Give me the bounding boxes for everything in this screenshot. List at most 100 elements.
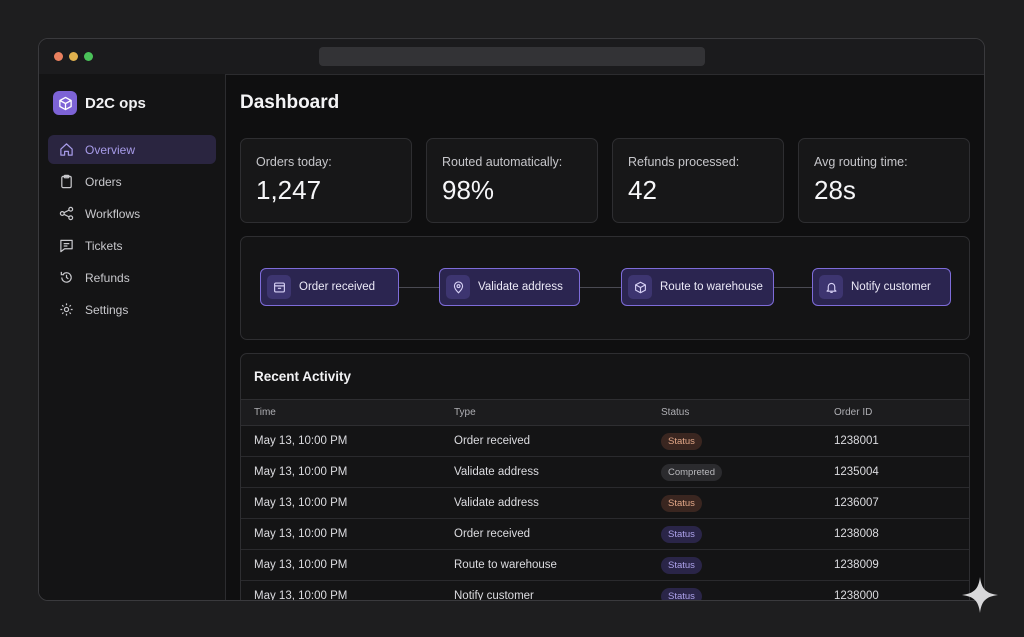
cell-type: Notify customer <box>454 590 534 601</box>
stat-label: Refunds processed: <box>628 155 740 169</box>
table-header: Time Type Status Order ID <box>241 399 969 426</box>
sidebar-item-overview[interactable]: Overview <box>48 135 216 164</box>
sparkle-icon <box>962 577 998 613</box>
workflow-icon <box>58 206 74 222</box>
column-header-type[interactable]: Type <box>454 407 476 418</box>
inbox-icon <box>267 275 291 299</box>
sidebar: D2C ops Overview Orders Workflows <box>39 74 226 600</box>
stat-card-routed-automatically: Routed automatically: 98% <box>426 138 598 223</box>
workflow-panel: Order received Validate address Route to… <box>240 236 970 340</box>
cell-status: Status <box>661 556 702 574</box>
recent-activity-panel: Recent Activity Time Type Status Order I… <box>240 353 970 601</box>
cell-type: Validate address <box>454 466 539 478</box>
cell-status: Status <box>661 494 702 512</box>
status-badge: Status <box>661 587 702 600</box>
workflow-step-label: Route to warehouse <box>660 281 763 293</box>
stat-label: Orders today: <box>256 155 332 169</box>
cell-order-id[interactable]: 1238001 <box>834 435 879 447</box>
cell-time: May 13, 10:00 PM <box>254 528 348 540</box>
minimize-window-button[interactable] <box>69 52 78 61</box>
sidebar-item-label: Workflows <box>85 206 141 221</box>
status-badge: Status <box>661 525 702 543</box>
map-pin-icon <box>446 275 470 299</box>
sidebar-item-settings[interactable]: Settings <box>48 295 216 324</box>
table-row[interactable]: May 13, 10:00 PM Route to warehouse Status… <box>241 550 969 581</box>
cell-time: May 13, 10:00 PM <box>254 435 348 447</box>
close-window-button[interactable] <box>54 52 63 61</box>
message-icon <box>58 238 74 254</box>
column-header-time[interactable]: Time <box>254 407 276 418</box>
cell-time: May 13, 10:00 PM <box>254 466 348 478</box>
cell-order-id[interactable]: 1238008 <box>834 528 879 540</box>
cell-status: Status <box>661 587 702 600</box>
workflow-step-label: Order received <box>299 281 376 293</box>
stat-value: 42 <box>628 175 657 205</box>
sidebar-item-label: Settings <box>85 302 129 317</box>
sidebar-item-label: Overview <box>85 142 136 157</box>
cell-status: Compreted <box>661 463 722 481</box>
home-icon <box>58 142 74 158</box>
stat-value: 1,247 <box>256 175 322 205</box>
workflow-step-route-to-warehouse[interactable]: Route to warehouse <box>621 268 774 306</box>
status-badge: Compreted <box>661 463 722 481</box>
cell-status: Status <box>661 525 702 543</box>
cell-type: Validate address <box>454 497 539 509</box>
sidebar-item-tickets[interactable]: Tickets <box>48 231 216 260</box>
stat-value: 28s <box>814 175 856 205</box>
title-bar <box>39 39 984 75</box>
column-header-status[interactable]: Status <box>661 407 690 418</box>
brand: D2C ops <box>53 91 146 115</box>
page-title: Dashboard <box>240 92 340 113</box>
stat-card-orders-today: Orders today: 1,247 <box>240 138 412 223</box>
sidebar-item-label: Tickets <box>85 238 123 253</box>
gear-icon <box>58 302 74 318</box>
sidebar-item-label: Orders <box>85 174 122 189</box>
workflow-step-label: Notify customer <box>851 281 931 293</box>
sidebar-item-workflows[interactable]: Workflows <box>48 199 216 228</box>
stat-card-refunds-processed: Refunds processed: 42 <box>612 138 784 223</box>
recent-activity-title: Recent Activity <box>254 369 352 384</box>
cell-type: Route to warehouse <box>454 559 557 571</box>
app-window: D2C ops Overview Orders Workflows <box>38 38 985 601</box>
cell-order-id[interactable]: 1238000 <box>834 590 879 601</box>
cell-time: May 13, 10:00 PM <box>254 497 348 509</box>
status-badge: Status <box>661 556 702 574</box>
sidebar-item-orders[interactable]: Orders <box>48 167 216 196</box>
table-row[interactable]: May 13, 10:00 PM Notify customer Status 123… <box>241 581 969 601</box>
workflow-connector <box>398 287 440 288</box>
sidebar-nav: Overview Orders Workflows Tickets <box>48 135 216 327</box>
cell-order-id[interactable]: 1236007 <box>834 497 879 509</box>
cell-type: Order received <box>454 528 531 540</box>
workflow-step-notify-customer[interactable]: Notify customer <box>812 268 951 306</box>
table-row[interactable]: May 13, 10:00 PM Validate address Comprete… <box>241 457 969 488</box>
workflow-step-label: Validate address <box>478 281 563 293</box>
maximize-window-button[interactable] <box>84 52 93 61</box>
cell-type: Order received <box>454 435 531 447</box>
workflow-step-validate-address[interactable]: Validate address <box>439 268 580 306</box>
column-header-order-id[interactable]: Order ID <box>834 407 873 418</box>
table-row[interactable]: May 13, 10:00 PM Validate address Status 12… <box>241 488 969 519</box>
brand-name: D2C ops <box>85 94 146 112</box>
workflow-connector <box>579 287 622 288</box>
cell-order-id[interactable]: 1235004 <box>834 466 879 478</box>
status-badge: Status <box>661 494 702 512</box>
clipboard-icon <box>58 174 74 190</box>
cell-order-id[interactable]: 1238009 <box>834 559 879 571</box>
table-row[interactable]: May 13, 10:00 PM Order received Status 1238… <box>241 519 969 550</box>
address-bar[interactable] <box>319 47 705 66</box>
stats-row: Orders today: 1,247 Routed automatically… <box>240 138 970 223</box>
table-row[interactable]: May 13, 10:00 PM Order received Status 1238… <box>241 426 969 457</box>
cube-logo-icon <box>53 91 77 115</box>
stat-card-avg-routing-time: Avg routing time: 28s <box>798 138 970 223</box>
status-badge: Status <box>661 432 702 450</box>
workflow-connector <box>773 287 813 288</box>
cell-time: May 13, 10:00 PM <box>254 590 348 601</box>
cell-status: Status <box>661 432 702 450</box>
sidebar-item-label: Refunds <box>85 270 130 285</box>
workflow-step-order-received[interactable]: Order received <box>260 268 399 306</box>
main-content: Dashboard Orders today: 1,247 Routed aut… <box>226 74 984 600</box>
activity-table: Time Type Status Order ID May 13, 10:00 … <box>241 399 969 601</box>
cell-time: May 13, 10:00 PM <box>254 559 348 571</box>
box-icon <box>628 275 652 299</box>
sidebar-item-refunds[interactable]: Refunds <box>48 263 216 292</box>
